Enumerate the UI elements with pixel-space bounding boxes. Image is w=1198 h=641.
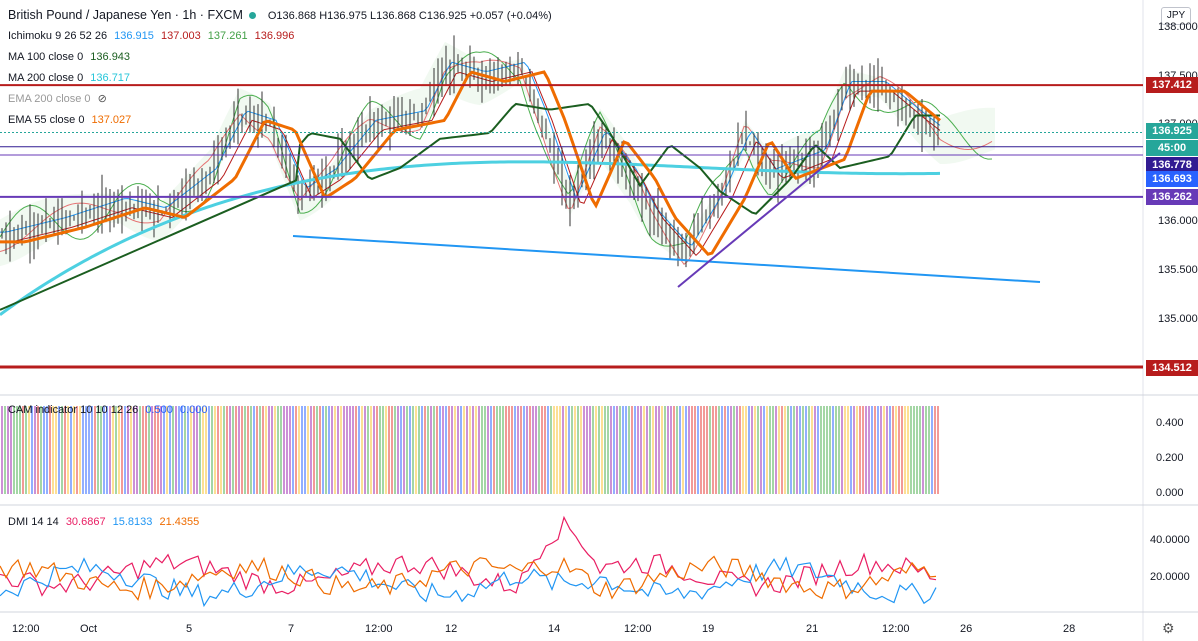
- time-axis-label: 21: [806, 623, 819, 635]
- time-axis-label: 26: [960, 623, 973, 635]
- legend-ichimoku[interactable]: Ichimoku 9 26 52 26 136.915 137.003 137.…: [8, 30, 295, 42]
- price-axis-label: 135.500: [1158, 264, 1198, 276]
- price-tag: 136.778: [1146, 157, 1198, 173]
- time-axis-label: 12:00: [12, 623, 40, 635]
- time-axis-label: 12: [445, 623, 458, 635]
- senkou-span-line: [0, 51, 993, 247]
- currency-button[interactable]: JPY: [1161, 7, 1191, 25]
- market-status-icon: [248, 12, 256, 20]
- price-axis-label: 135.000: [1158, 312, 1198, 325]
- cam-axis-label: 0.400: [1156, 417, 1184, 429]
- time-axis-label: 7: [288, 623, 295, 635]
- time-axis-label: 5: [186, 623, 193, 635]
- ema55-line: [0, 70, 941, 256]
- dmi-axis-label: 40.0000: [1150, 534, 1190, 546]
- legend-ema200[interactable]: EMA 200 close 0 ⊘: [8, 93, 107, 105]
- price-tag: 134.512: [1146, 360, 1198, 376]
- legend-ma200[interactable]: MA 200 close 0 136.717: [8, 72, 131, 84]
- legend-ema55[interactable]: EMA 55 close 0 137.027: [8, 114, 132, 126]
- adx-line: [0, 555, 937, 601]
- settings-gear-icon[interactable]: ⚙: [1162, 620, 1175, 636]
- ichimoku-cloud: [0, 41, 995, 267]
- price-tag: 136.925: [1146, 123, 1198, 139]
- price-tag: 136.693: [1146, 171, 1198, 187]
- ma100-line: [0, 102, 940, 311]
- time-axis-label: 12:00: [624, 623, 652, 635]
- time-axis-label: 12:00: [365, 623, 393, 635]
- hidden-eye-icon[interactable]: ⊘: [97, 93, 107, 105]
- price-tag: 137.412: [1146, 77, 1198, 93]
- time-axis-label: 14: [548, 623, 561, 635]
- dmi-plus-line: [0, 515, 937, 598]
- symbol-header: British Pound / Japanese Yen · 1h · FXCM…: [8, 8, 552, 22]
- trendline-rising: [677, 152, 841, 288]
- price-tag: 136.262: [1146, 189, 1198, 205]
- time-axis-label: 12:00: [882, 623, 910, 635]
- cam-axis-label: 0.000: [1156, 487, 1184, 499]
- dmi-axis-label: 20.0000: [1150, 571, 1190, 583]
- price-tag: 45:00: [1146, 140, 1198, 156]
- trendline-support: [292, 235, 1041, 283]
- ohlc-values: O136.868 H136.975 L136.868 C136.925 +0.0…: [267, 10, 552, 22]
- time-axis-label: Oct: [80, 623, 98, 635]
- legend-ma100[interactable]: MA 100 close 0 136.943: [8, 51, 131, 63]
- dmi-minus-line: [0, 556, 937, 608]
- time-axis-label: 28: [1063, 623, 1076, 635]
- price-axis-label: 138.000: [1158, 21, 1198, 33]
- symbol-name: British Pound / Japanese Yen · 1h · FXCM: [8, 8, 243, 22]
- legend-dmi[interactable]: DMI 14 14 30.6867 15.8133 21.4355: [8, 516, 200, 528]
- cam-axis-label: 0.200: [1156, 452, 1184, 464]
- ma200-line: [0, 160, 941, 316]
- legend-cam[interactable]: CAM indicator 10 10 12 26 0.500 0.000: [8, 404, 208, 416]
- time-axis-label: 19: [702, 623, 715, 635]
- price-axis-label: 136.000: [1158, 215, 1198, 228]
